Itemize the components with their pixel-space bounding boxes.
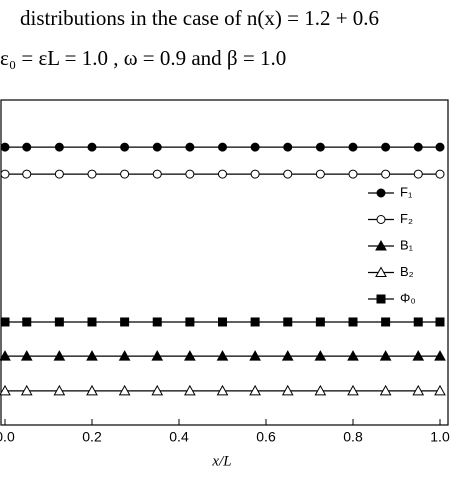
x-tick-label: 0.8: [343, 429, 363, 445]
marker: [348, 169, 358, 179]
marker: [120, 317, 130, 327]
marker: [152, 142, 162, 152]
marker: [434, 384, 446, 396]
x-tick-label: 0.2: [82, 429, 102, 445]
marker: [250, 317, 260, 327]
x-tick-label: 0.0: [0, 429, 15, 445]
marker: [381, 142, 391, 152]
marker: [20, 384, 33, 396]
marker: [216, 384, 229, 396]
marker: [22, 317, 32, 327]
marker: [314, 384, 327, 396]
marker: [435, 317, 445, 327]
marker: [120, 142, 130, 152]
marker: [185, 317, 195, 327]
legend-label: B₁: [400, 237, 414, 252]
legend-marker: [376, 188, 386, 198]
marker: [22, 169, 32, 179]
marker: [379, 350, 392, 361]
marker: [412, 384, 425, 396]
marker: [53, 350, 66, 361]
marker: [381, 169, 391, 179]
marker: [315, 317, 325, 327]
marker: [281, 350, 294, 361]
marker: [412, 350, 425, 361]
marker: [315, 142, 325, 152]
legend-label: F₂: [400, 211, 413, 226]
marker: [347, 350, 359, 361]
marker: [54, 142, 64, 152]
marker: [86, 350, 98, 361]
marker: [20, 350, 33, 361]
marker: [53, 384, 66, 396]
marker: [22, 142, 32, 152]
legend-marker: [376, 215, 386, 224]
marker: [216, 350, 229, 361]
marker: [0, 317, 10, 327]
marker: [283, 169, 293, 179]
marker: [218, 142, 227, 152]
marker: [381, 317, 391, 327]
marker: [413, 169, 423, 179]
marker: [347, 384, 359, 396]
marker: [315, 169, 325, 179]
legend-marker: [376, 294, 386, 304]
marker: [0, 384, 11, 396]
marker: [348, 142, 358, 152]
marker: [379, 384, 392, 396]
marker: [435, 142, 445, 152]
marker: [281, 384, 294, 396]
marker: [0, 142, 10, 152]
marker: [152, 317, 162, 327]
marker: [87, 142, 97, 152]
marker: [184, 384, 196, 396]
marker: [283, 317, 293, 327]
legend-marker: [375, 239, 387, 251]
chart-subtitle: ε₀ = εL = 1.0 , ω = 0.9 and β = 1.0: [0, 46, 286, 70]
marker: [86, 384, 98, 396]
x-tick-label: 0.6: [256, 429, 276, 445]
marker: [87, 317, 97, 327]
marker: [184, 350, 196, 361]
marker: [151, 350, 164, 361]
legend-label: F₁: [400, 184, 413, 199]
plot-frame: [0, 99, 449, 426]
marker: [413, 142, 423, 152]
chart-title: distributions in the case of n(x) = 1.2 …: [20, 6, 379, 30]
marker: [250, 142, 260, 152]
marker: [87, 169, 97, 179]
marker: [249, 350, 261, 361]
legend-label: Φ₀: [400, 290, 416, 305]
marker: [54, 317, 64, 327]
x-tick-label: 0.4: [169, 429, 189, 445]
x-tick-label: 1.0: [430, 429, 450, 445]
x-axis-label: x/L: [211, 453, 231, 469]
marker: [435, 169, 445, 179]
marker: [0, 169, 10, 179]
marker: [249, 384, 261, 396]
marker: [434, 350, 446, 361]
marker: [0, 350, 11, 361]
marker: [118, 384, 131, 396]
marker: [413, 317, 423, 327]
marker: [185, 142, 195, 152]
legend-label: B₂: [400, 264, 414, 279]
marker: [151, 384, 164, 396]
legend-marker: [375, 266, 387, 277]
marker: [218, 317, 227, 327]
marker: [314, 350, 327, 361]
marker: [120, 169, 130, 179]
marker: [283, 142, 293, 152]
marker: [118, 350, 131, 361]
marker: [185, 169, 195, 179]
marker: [218, 169, 227, 179]
marker: [348, 317, 358, 327]
marker: [250, 169, 260, 179]
marker: [152, 169, 162, 179]
marker: [54, 169, 64, 179]
